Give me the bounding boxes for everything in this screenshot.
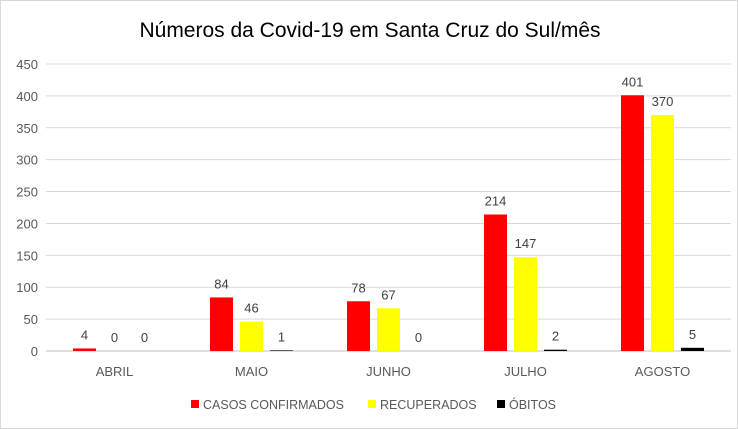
y-tick-label: 400 [16,89,38,104]
y-tick-label: 300 [16,153,38,168]
bar [651,115,674,352]
chart-title: Números da Covid-19 em Santa Cruz do Sul… [139,19,600,42]
bar [240,321,263,351]
y-tick-label: 350 [16,121,38,136]
data-label: 0 [111,330,118,345]
x-tick-label: MAIO [235,364,268,379]
legend-swatch [497,400,505,408]
data-label: 401 [622,74,644,89]
bar [270,350,293,351]
y-tick-label: 0 [31,344,38,359]
y-tick-label: 450 [16,57,38,72]
data-label: 0 [141,330,148,345]
legend-label: RECUPERADOS [380,398,477,412]
data-label: 5 [689,327,696,342]
legend-swatch [191,400,199,408]
bar [544,349,567,351]
y-tick-label: 200 [16,216,38,231]
x-tick-label: JULHO [504,364,547,379]
bar [347,301,370,351]
bar [484,214,507,351]
data-label: 1 [278,329,285,344]
data-label: 67 [381,287,395,302]
data-label: 46 [244,301,258,316]
data-label: 2 [552,329,559,344]
bar [514,257,537,351]
legend-label: CASOS CONFIRMADOS [203,398,344,412]
data-label: 214 [485,194,507,209]
data-label: 84 [214,276,228,291]
y-tick-label: 250 [16,185,38,200]
legend-label: ÓBITOS [509,397,556,412]
x-tick-label: AGOSTO [635,364,690,379]
x-tick-label: JUNHO [366,364,411,379]
data-label: 0 [415,330,422,345]
data-label: 78 [351,280,365,295]
data-label: 370 [652,94,674,109]
data-label: 147 [515,236,537,251]
bar [377,308,400,351]
legend-swatch [368,400,376,408]
bar [210,297,233,351]
y-tick-label: 150 [16,248,38,263]
bar [73,348,96,351]
y-tick-label: 50 [24,312,38,327]
bar [681,347,704,351]
y-tick-label: 100 [16,280,38,295]
data-label: 4 [81,327,88,342]
x-tick-label: ABRIL [96,364,134,379]
bar [621,95,644,351]
